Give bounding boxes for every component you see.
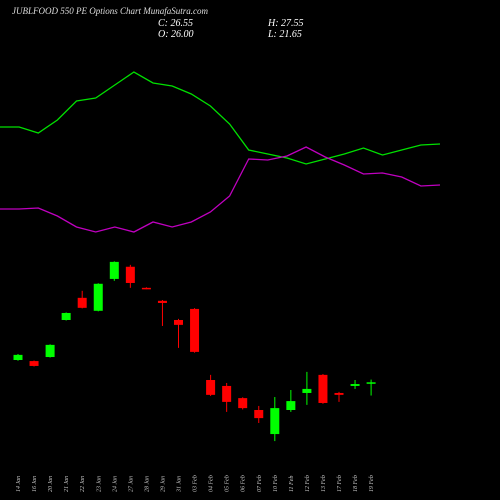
x-tick-label: 07 Feb <box>257 475 263 492</box>
x-tick-label: 20 Jan <box>48 476 54 492</box>
candle-body <box>318 374 328 403</box>
x-tick-label: 22 Jan <box>80 476 86 492</box>
x-tick-label: 06 Feb <box>241 475 247 492</box>
x-tick-label: 19 Feb <box>369 475 375 492</box>
x-tick-label: 28 Jan <box>144 476 150 492</box>
chart-title: JUBLFOOD 550 PE Options Chart MunafaSutr… <box>12 6 208 16</box>
x-tick-label: 24 Jan <box>111 476 118 492</box>
x-tick-label: 10 Feb <box>273 475 279 492</box>
candle-body <box>157 300 167 303</box>
candle-body <box>350 384 360 386</box>
x-tick-label: 13 Feb <box>321 475 327 492</box>
candle-body <box>109 261 119 279</box>
x-tick-label: 23 Jan <box>96 476 102 492</box>
candle-body <box>61 312 71 320</box>
high-label: H: 27.55 <box>267 18 304 29</box>
x-tick-label: 31 Jan <box>177 476 183 493</box>
candle-body <box>77 297 87 308</box>
candle-body <box>190 308 200 352</box>
candle-body <box>254 410 264 419</box>
candle-body <box>302 388 312 393</box>
candle-body <box>45 344 55 358</box>
x-tick-label: 27 Jan <box>128 476 134 492</box>
close-label: C: 26.55 <box>158 18 193 29</box>
x-tick-label: 14 Jan <box>15 476 22 492</box>
x-tick-label: 12 Feb <box>305 475 311 492</box>
indicator-line <box>0 71 441 165</box>
x-tick-label: 21 Jan <box>64 476 70 492</box>
candle-body <box>270 408 280 435</box>
candle-body <box>238 398 248 409</box>
candle-body <box>29 361 39 366</box>
x-tick-label: 11 Feb <box>289 476 295 492</box>
candle-body <box>93 283 103 311</box>
candle-body <box>222 385 232 402</box>
x-tick-label: 18 Feb <box>353 475 359 492</box>
candle-body <box>334 392 344 395</box>
candle-body <box>13 354 23 360</box>
low-label: L: 21.65 <box>267 29 302 40</box>
x-tick-label: 03 Feb <box>193 475 199 492</box>
candle-body <box>125 266 135 283</box>
x-tick-label: 04 Feb <box>208 475 215 492</box>
candle-body <box>206 380 216 395</box>
candle-body <box>286 401 296 410</box>
x-tick-label: 17 Feb <box>337 475 343 492</box>
x-tick-label: 16 Jan <box>32 476 38 492</box>
x-tick-label: 05 Feb <box>225 475 231 492</box>
candle-body <box>366 382 376 384</box>
candle-body <box>141 287 151 290</box>
open-label: O: 26.00 <box>158 29 194 40</box>
candle-body <box>174 320 183 325</box>
x-tick-label: 29 Jan <box>160 476 166 492</box>
indicator-line <box>0 146 441 233</box>
